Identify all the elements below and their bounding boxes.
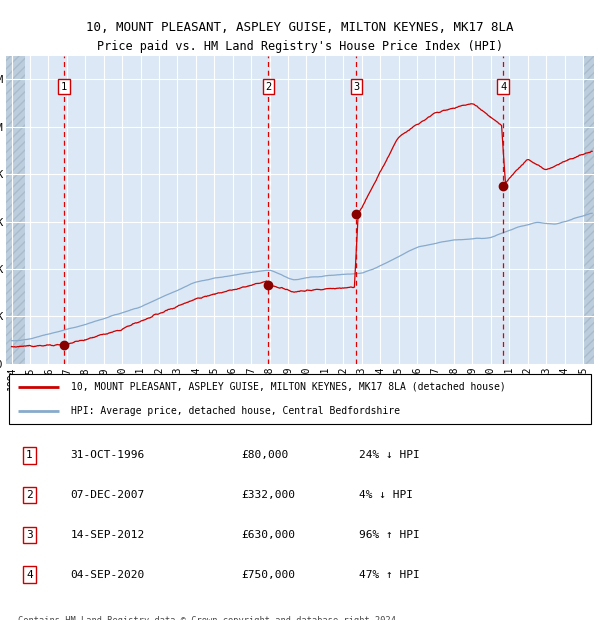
Bar [6, 56, 25, 364]
Text: 3: 3 [353, 82, 359, 92]
Bar [6, 56, 25, 364]
Text: £750,000: £750,000 [241, 570, 295, 580]
Text: £80,000: £80,000 [241, 450, 289, 460]
Text: 1: 1 [26, 450, 33, 460]
Text: 2: 2 [265, 82, 271, 92]
Text: 14-SEP-2012: 14-SEP-2012 [71, 530, 145, 540]
Bar [584, 56, 594, 364]
Text: 04-SEP-2020: 04-SEP-2020 [71, 570, 145, 580]
Text: HPI: Average price, detached house, Central Bedfordshire: HPI: Average price, detached house, Cent… [71, 406, 400, 416]
Text: Price paid vs. HM Land Registry's House Price Index (HPI): Price paid vs. HM Land Registry's House … [97, 40, 503, 53]
Text: 4: 4 [500, 82, 506, 92]
Text: 4: 4 [26, 570, 33, 580]
Text: 24% ↓ HPI: 24% ↓ HPI [359, 450, 419, 460]
Text: 1: 1 [61, 82, 67, 92]
Text: 4% ↓ HPI: 4% ↓ HPI [359, 490, 413, 500]
Text: 10, MOUNT PLEASANT, ASPLEY GUISE, MILTON KEYNES, MK17 8LA (detached house): 10, MOUNT PLEASANT, ASPLEY GUISE, MILTON… [71, 382, 505, 392]
Text: Contains HM Land Registry data © Crown copyright and database right 2024.: Contains HM Land Registry data © Crown c… [18, 616, 401, 620]
Text: 96% ↑ HPI: 96% ↑ HPI [359, 530, 419, 540]
Text: 31-OCT-1996: 31-OCT-1996 [71, 450, 145, 460]
Text: £630,000: £630,000 [241, 530, 295, 540]
Bar [584, 56, 594, 364]
Text: 07-DEC-2007: 07-DEC-2007 [71, 490, 145, 500]
Text: 10, MOUNT PLEASANT, ASPLEY GUISE, MILTON KEYNES, MK17 8LA: 10, MOUNT PLEASANT, ASPLEY GUISE, MILTON… [86, 21, 514, 34]
Text: 2: 2 [26, 490, 33, 500]
Text: 47% ↑ HPI: 47% ↑ HPI [359, 570, 419, 580]
Text: 3: 3 [26, 530, 33, 540]
Text: £332,000: £332,000 [241, 490, 295, 500]
FancyBboxPatch shape [9, 374, 591, 425]
